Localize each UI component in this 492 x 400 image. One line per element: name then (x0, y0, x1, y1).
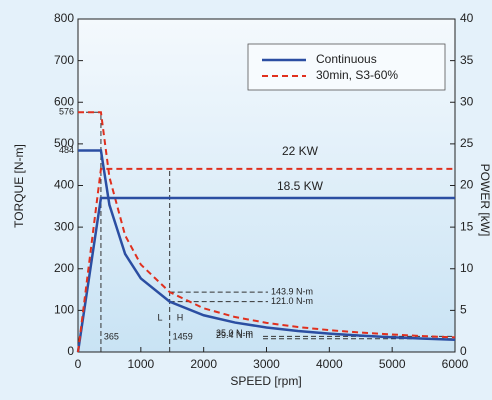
y-tick-label: 800 (54, 11, 74, 25)
annotation: 143.9 N-m (271, 286, 313, 296)
y-tick-label: 400 (54, 178, 74, 192)
y-tick-label: 600 (54, 94, 74, 108)
x-tick-label: 2000 (190, 357, 217, 371)
series-line (77, 167, 455, 353)
y2-tick-label: 25 (460, 136, 474, 150)
legend (247, 43, 446, 91)
y2-tick-label: 30 (460, 94, 474, 108)
x-marker-label: 365 (104, 331, 119, 341)
x-tick-label: 4000 (316, 357, 343, 371)
y-axis-label: TORQUE [N-m] (12, 144, 26, 228)
x-tick-label: 5000 (379, 357, 406, 371)
annotation: 18.5 KW (277, 179, 324, 193)
y2-tick-label: 0 (460, 344, 467, 358)
x-axis-label: SPEED [rpm] (230, 374, 301, 388)
y2-axis-label: POWER [kW] (478, 164, 492, 237)
annotation: 121.0 N-m (271, 296, 313, 306)
y2-tick-label: 35 (460, 53, 474, 67)
legend-label: 30min, S3-60% (316, 68, 398, 82)
y-tick-label: 200 (54, 261, 74, 275)
annotation: H (177, 312, 184, 322)
series-line (78, 111, 456, 339)
series-line (76, 196, 455, 353)
legend-label: Continuous (316, 52, 377, 66)
x-tick-label: 3000 (253, 357, 280, 371)
y-marker-label: 484 (59, 145, 74, 155)
y-marker-label: 576 (59, 107, 74, 117)
x-marker-label: 1459 (173, 331, 193, 341)
y-tick-label: 700 (54, 53, 74, 67)
y2-tick-label: 20 (460, 178, 474, 192)
series-line (78, 149, 456, 342)
x-tick-label: 6000 (442, 357, 469, 371)
annotation: 22 KW (282, 144, 319, 158)
y-tick-label: 300 (54, 219, 74, 233)
annotation: 35.0 N-m (216, 328, 253, 338)
x-tick-label: 1000 (127, 357, 154, 371)
y2-tick-label: 5 (460, 303, 467, 317)
y-tick-label: 500 (54, 136, 74, 150)
y-tick-label: 100 (54, 303, 74, 317)
annotation: L (157, 312, 162, 322)
x-tick-label: 0 (75, 357, 82, 371)
y2-tick-label: 10 (460, 261, 474, 275)
y2-tick-label: 40 (460, 11, 474, 25)
y2-tick-label: 15 (460, 219, 474, 233)
y-tick-label: 0 (67, 344, 74, 358)
annotation: 29.4 N-m (216, 330, 253, 340)
